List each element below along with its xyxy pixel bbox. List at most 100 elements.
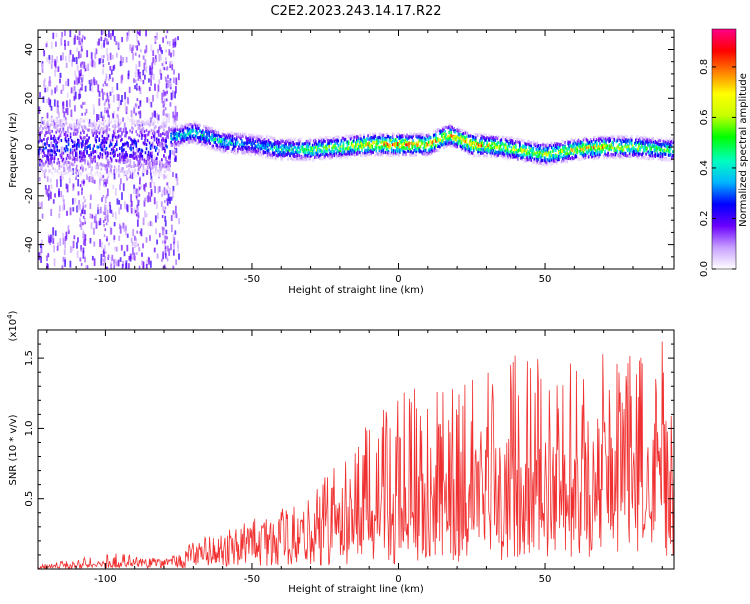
heatmap-band-cell	[420, 136, 423, 140]
heatmap-band-cell	[335, 146, 338, 150]
heatmap-band-cell	[530, 152, 532, 156]
heatmap-streak-cell	[83, 36, 86, 40]
heatmap-band-cell	[138, 147, 141, 151]
heatmap-band-cell	[598, 135, 600, 139]
heatmap-band-cell	[105, 137, 108, 141]
heatmap-band-cell	[573, 143, 576, 147]
heatmap-streak-cell	[161, 193, 163, 197]
heatmap-band-cell	[398, 153, 400, 157]
heatmap-band-cell	[438, 149, 440, 153]
heatmap-band-cell	[213, 137, 216, 141]
heatmap-band-cell	[98, 156, 101, 160]
heatmap-band-cell	[253, 148, 256, 152]
heatmap-band-cell	[63, 166, 66, 170]
heatmap-band-cell	[59, 133, 62, 137]
heatmap-band-cell	[402, 134, 404, 138]
heatmap-band-cell	[405, 143, 407, 147]
heatmap-band-cell	[85, 127, 87, 131]
heatmap-band-cell	[101, 148, 104, 152]
heatmap-band-cell	[531, 155, 534, 159]
heatmap-band-cell	[39, 147, 41, 151]
heatmap-band-cell	[523, 148, 525, 152]
heatmap-band-cell	[160, 165, 162, 169]
heatmap-band-cell	[371, 136, 373, 140]
heatmap-band-cell	[108, 169, 111, 173]
heatmap-band-cell	[179, 133, 182, 137]
heatmap-noise-cell	[66, 107, 69, 116]
heatmap-band-cell	[309, 145, 312, 149]
heatmap-band-cell	[100, 167, 103, 171]
heatmap-streak-cell	[135, 140, 138, 144]
heatmap-band-cell	[193, 120, 196, 124]
heatmap-band-cell	[129, 146, 131, 150]
heatmap-noise-cell	[69, 99, 71, 108]
heatmap-band-cell	[295, 157, 298, 161]
heatmap-band-cell	[329, 152, 331, 156]
heatmap-band-cell	[175, 142, 178, 146]
heatmap-noise-cell	[66, 210, 68, 216]
heatmap-band-cell	[144, 136, 147, 140]
heatmap-noise-cell	[173, 211, 176, 218]
heatmap-noise-cell	[125, 225, 127, 231]
heatmap-noise-cell	[113, 235, 116, 240]
heatmap-band-cell	[557, 157, 559, 161]
heatmap-band-cell	[44, 133, 46, 137]
heatmap-band-cell	[494, 155, 497, 159]
heatmap-noise-cell	[49, 178, 52, 183]
heatmap-band-cell	[442, 128, 444, 132]
heatmap-noise-cell	[110, 168, 112, 174]
heatmap-band-cell	[333, 149, 336, 153]
heatmap-band-cell	[601, 139, 603, 143]
heatmap-noise-cell	[77, 178, 80, 187]
heatmap-band-cell	[81, 171, 83, 175]
heatmap-band-cell	[398, 136, 400, 140]
heatmap-noise-cell	[166, 198, 169, 206]
heatmap-band-cell	[206, 131, 208, 135]
heatmap-band-cell	[527, 158, 529, 162]
heatmap-band-cell	[582, 155, 585, 159]
heatmap-band-cell	[179, 136, 182, 140]
heatmap-band-cell	[215, 148, 218, 152]
heatmap-band-cell	[244, 153, 246, 157]
heatmap-band-cell	[40, 131, 42, 135]
heatmap-noise-cell	[144, 210, 146, 218]
heatmap-streak-cell	[165, 157, 168, 161]
heatmap-band-cell	[108, 160, 111, 164]
heatmap-noise-cell	[50, 141, 53, 147]
heatmap-band-cell	[127, 117, 129, 121]
heatmap-band-cell	[583, 152, 586, 156]
heatmap-band-cell	[50, 149, 52, 153]
heatmap-band-cell	[388, 136, 391, 140]
heatmap-band-cell	[116, 135, 119, 139]
heatmap-band-cell	[66, 148, 69, 152]
heatmap-band-cell	[137, 139, 140, 143]
heatmap-streak-cell	[137, 172, 139, 176]
heatmap-band-cell	[551, 149, 554, 153]
heatmap-band-cell	[430, 141, 433, 145]
heatmap-band-cell	[311, 152, 314, 156]
heatmap-noise-cell	[84, 142, 87, 150]
heatmap-band-cell	[269, 141, 272, 145]
heatmap-band-cell	[591, 149, 594, 153]
heatmap-streak-cell	[84, 199, 86, 203]
heatmap-band-cell	[517, 154, 519, 158]
heatmap-band-cell	[342, 147, 345, 151]
heatmap-noise-cell	[86, 174, 89, 180]
heatmap-band-cell	[268, 143, 271, 147]
heatmap-band-cell	[323, 145, 325, 149]
heatmap-noise-cell	[112, 30, 114, 37]
heatmap-band-cell	[556, 160, 558, 164]
heatmap-band-cell	[364, 149, 366, 153]
heatmap-noise-cell	[159, 69, 162, 75]
heatmap-band-cell	[585, 146, 588, 150]
heatmap-band-cell	[399, 145, 401, 149]
heatmap-band-cell	[120, 139, 122, 143]
heatmap-noise-cell	[148, 161, 151, 169]
heatmap-band-cell	[511, 152, 514, 156]
heatmap-band-cell	[492, 148, 495, 152]
heatmap-band-cell	[74, 128, 77, 132]
heatmap-band-cell	[305, 139, 308, 143]
heatmap-noise-cell	[132, 45, 135, 51]
heatmap-noise-cell	[106, 159, 109, 166]
heatmap-band-cell	[243, 132, 245, 136]
